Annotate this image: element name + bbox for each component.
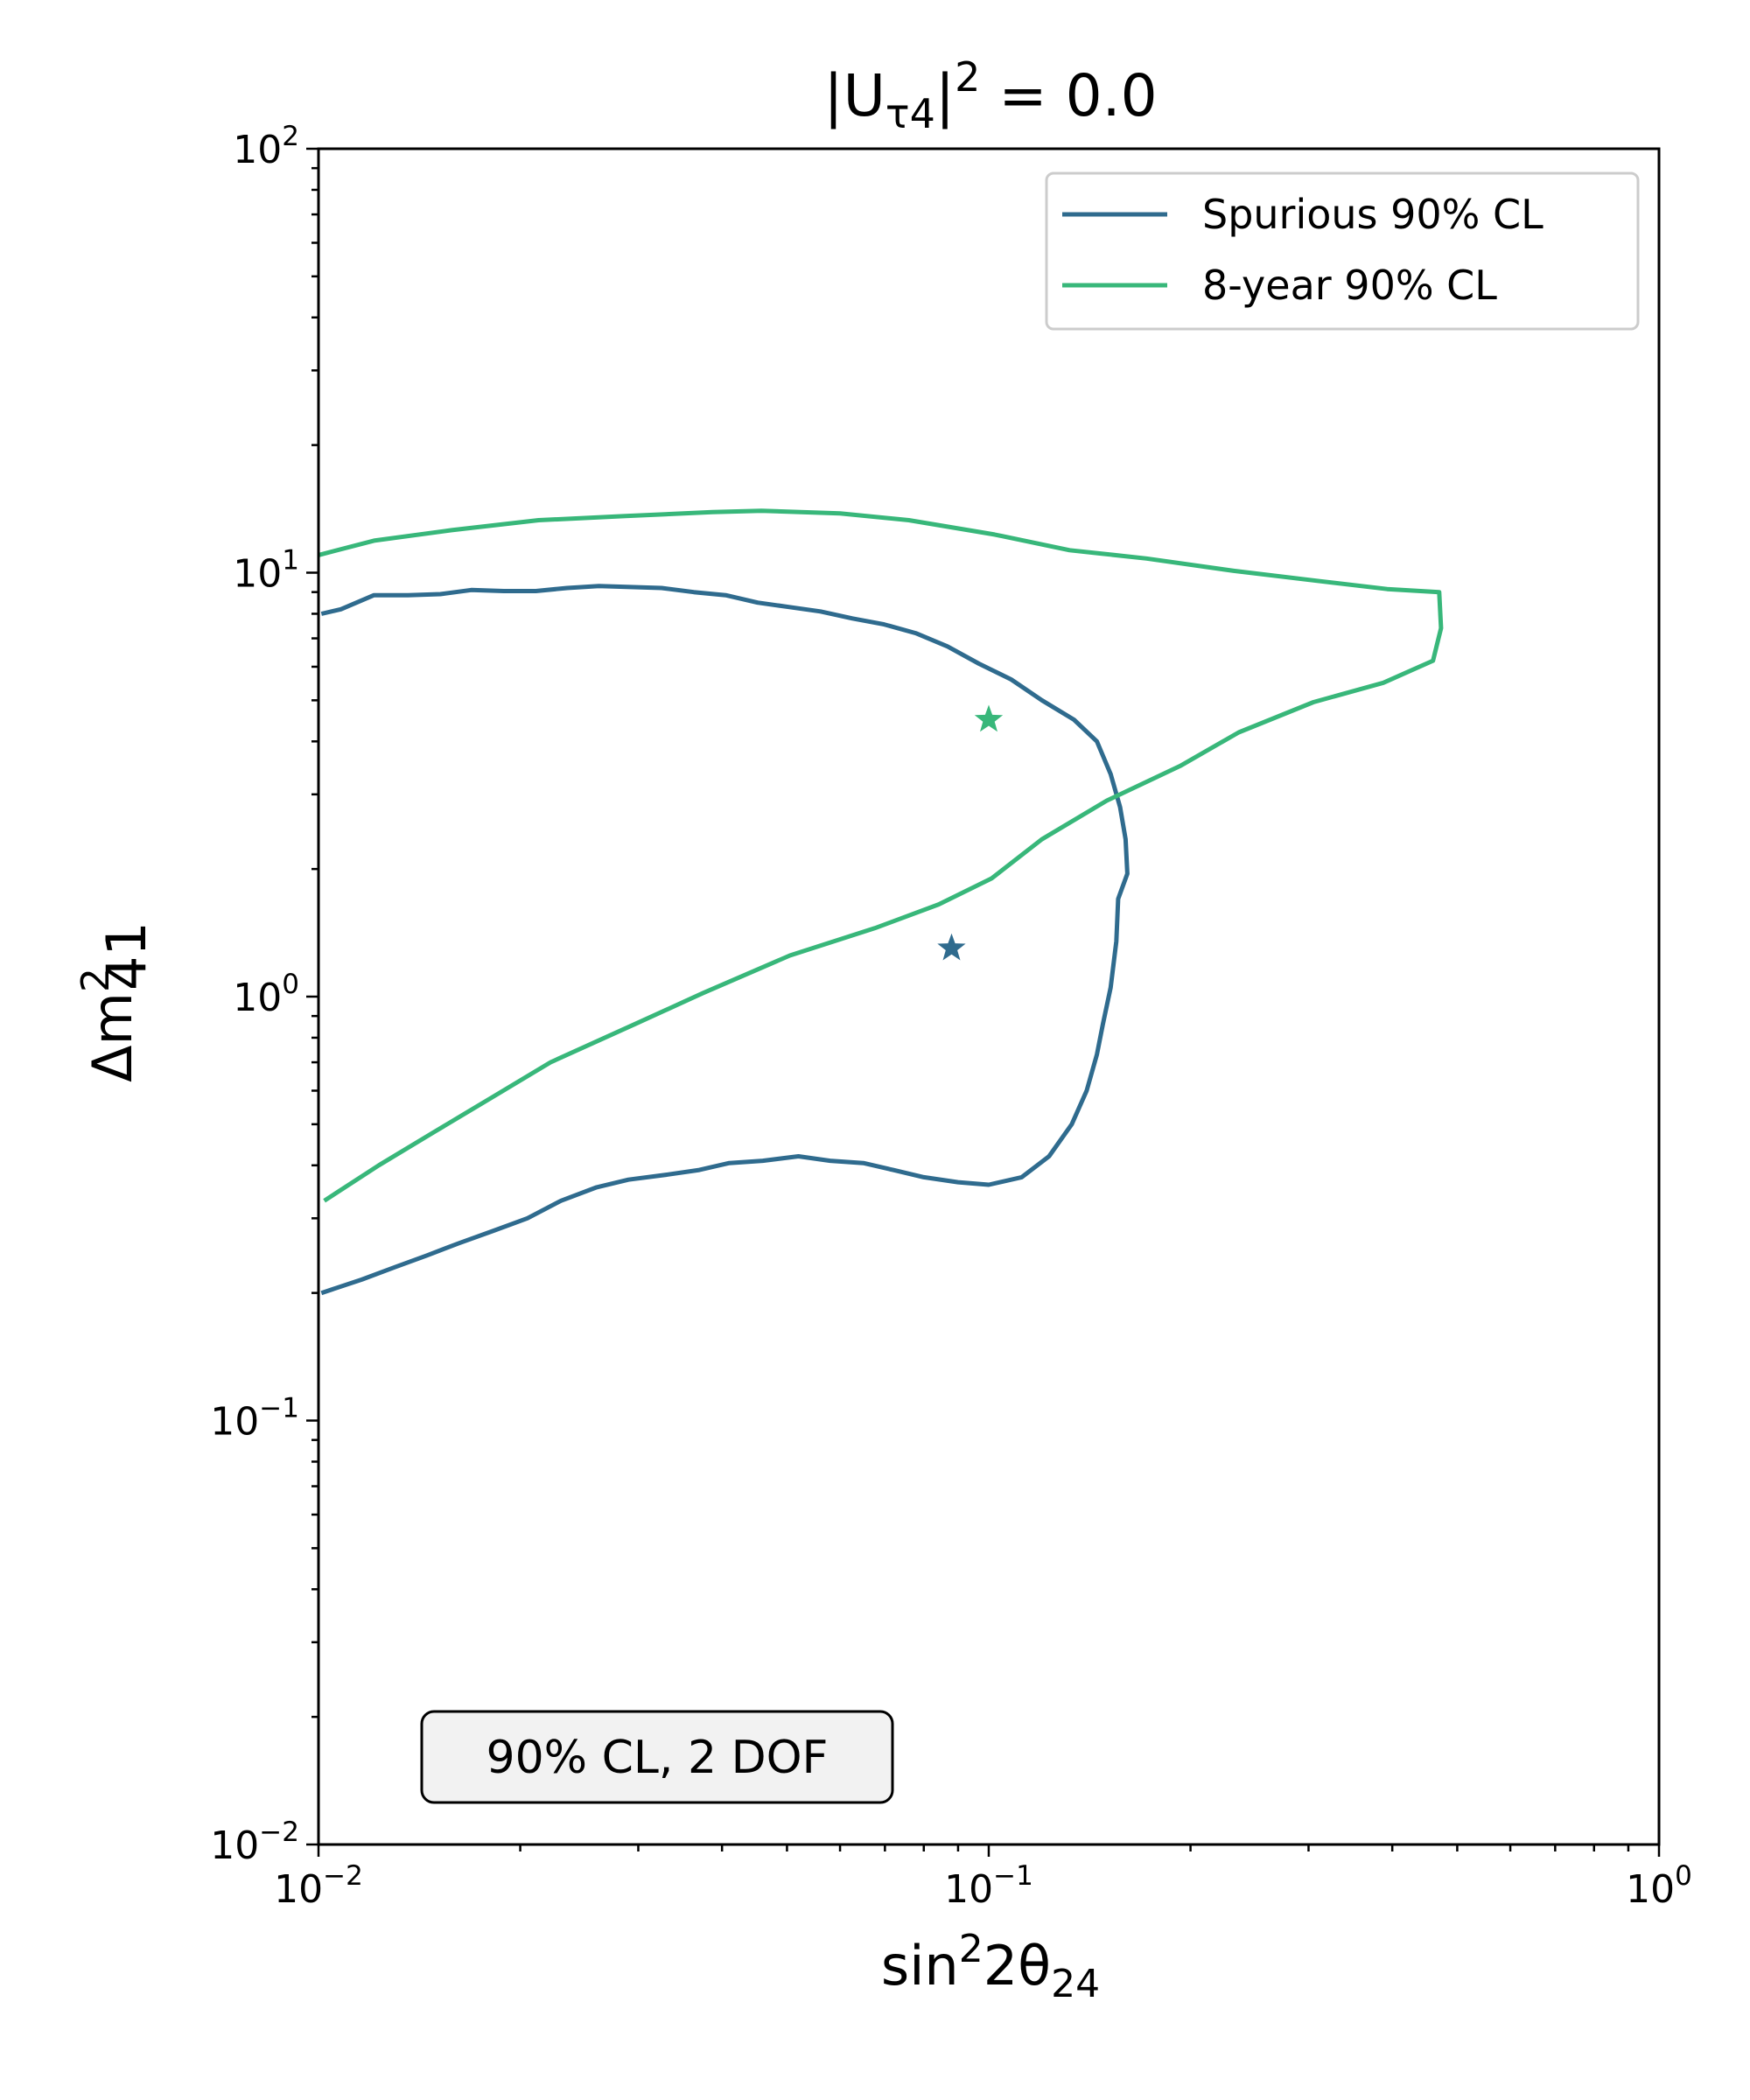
annotation-box: 90% CL, 2 DOF bbox=[420, 1710, 894, 1804]
y-tick-label: 10−1 bbox=[210, 1393, 299, 1445]
y-tick-label: 102 bbox=[233, 121, 299, 172]
legend-label-spurious: Spurious 90% CL bbox=[1202, 191, 1544, 238]
legend: Spurious 90% CL 8-year 90% CL bbox=[1045, 172, 1640, 331]
y-axis-title: Δm241 bbox=[74, 921, 158, 1082]
chart-title: |Uτ4|2 = 0.0 bbox=[823, 53, 1157, 137]
best-fit-markers bbox=[937, 704, 1004, 961]
tick-labels: 10−2 10−1 100 10−2 10−1 100 101 102 bbox=[210, 121, 1692, 1912]
x-tick-label: 100 bbox=[1626, 1860, 1692, 1912]
legend-label-8-year: 8-year 90% CL bbox=[1202, 262, 1497, 309]
annotation-text: 90% CL, 2 DOF bbox=[486, 1732, 829, 1784]
x-tick-label: 10−1 bbox=[944, 1860, 1033, 1912]
legend-box bbox=[1045, 172, 1640, 331]
contour-series-0 bbox=[320, 584, 1130, 1296]
x-axis-title: sin22θ24 bbox=[881, 1927, 1100, 2006]
y-tick-label: 10−2 bbox=[210, 1816, 299, 1868]
best-fit-star-0 bbox=[937, 933, 966, 961]
x-tick-label: 10−2 bbox=[274, 1860, 363, 1912]
contour-curves bbox=[318, 508, 1444, 1296]
y-tick-label: 101 bbox=[233, 545, 299, 597]
annotation-frame bbox=[420, 1710, 894, 1804]
plot-frame bbox=[317, 147, 1661, 1846]
contour-series-1 bbox=[318, 508, 1444, 1203]
y-tick-label: 100 bbox=[233, 969, 299, 1020]
best-fit-star-1 bbox=[974, 704, 1004, 732]
